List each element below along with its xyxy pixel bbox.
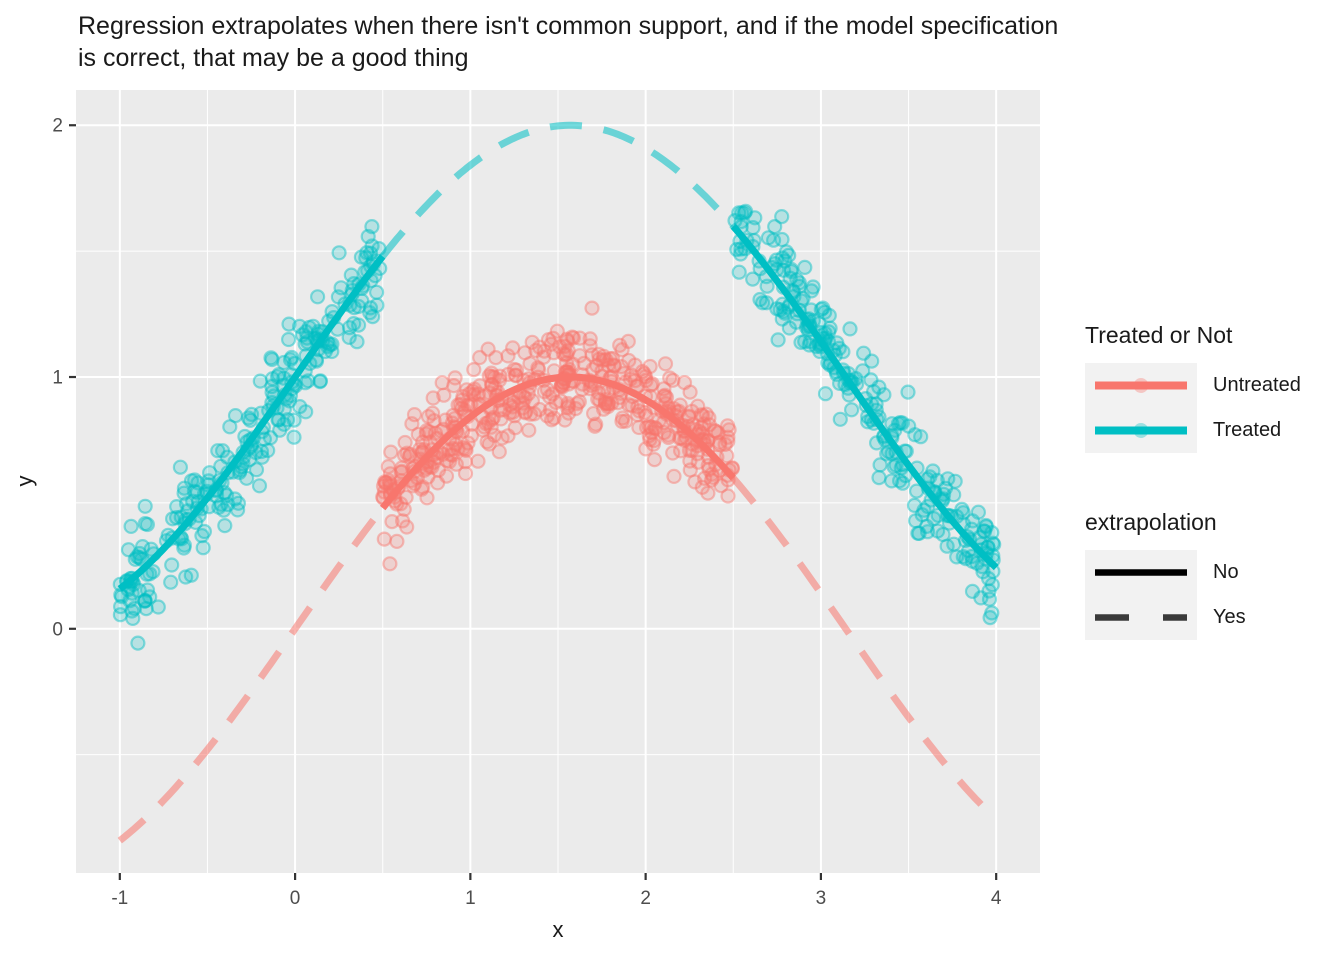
regression-curve-treated <box>730 224 999 571</box>
legend-title-treated-or-not: Treated or Not <box>1085 322 1233 348</box>
y-tick-label: 1 <box>52 368 63 389</box>
legend-row-no: No <box>1085 550 1301 595</box>
treated-key-glyph <box>1095 423 1187 438</box>
plot-title: Regression extrapolates when there isn't… <box>78 12 1059 72</box>
y-tick-label: 2 <box>52 116 63 137</box>
legend-treated-or-not: Treated or Not Untreated Treate <box>1085 322 1301 453</box>
x-tick-label: 1 <box>465 888 476 909</box>
legend-key-untreated <box>1085 363 1197 408</box>
legend-label-yes: Yes <box>1213 606 1246 628</box>
x-tick-label: 3 <box>816 888 827 909</box>
scatter-points-untreated <box>375 300 740 572</box>
y-tick-label: 0 <box>52 619 63 640</box>
legend-extrapolation: extrapolation No Yes <box>1085 509 1301 640</box>
legend-row-treated: Treated <box>1085 408 1301 453</box>
legend-panel: Treated or Not Untreated Treate <box>1085 322 1301 640</box>
x-tick-label: 4 <box>991 888 1002 909</box>
regression-curve-untreated-extrapolated <box>730 475 999 822</box>
legend-key-treated <box>1085 408 1197 453</box>
legend-key-no <box>1085 550 1197 595</box>
x-tick-label: 0 <box>290 888 301 909</box>
legend-row-untreated: Untreated <box>1085 363 1301 408</box>
legend-key-yes <box>1085 595 1197 640</box>
legend-title-extrapolation: extrapolation <box>1085 509 1217 535</box>
y-axis-title: y <box>12 476 37 487</box>
legend-row-yes: Yes <box>1085 595 1301 640</box>
regression-curve-untreated <box>379 373 736 511</box>
regression-curve-untreated-extrapolated <box>117 505 386 844</box>
dashed-line-icon <box>1095 614 1187 621</box>
solid-line-icon <box>1095 569 1187 576</box>
legend-label-untreated: Untreated <box>1213 374 1301 396</box>
legend-label-no: No <box>1213 561 1239 583</box>
data-layer <box>112 121 1002 844</box>
x-tick-label: -1 <box>111 888 128 909</box>
regression-curve-treated-extrapolated <box>379 121 736 259</box>
legend-label-treated: Treated <box>1213 419 1282 441</box>
axis-ticks: -1 0 1 2 3 4 0 1 2 <box>52 116 1001 909</box>
x-axis-title: x <box>553 917 564 942</box>
x-tick-label: 2 <box>640 888 651 909</box>
untreated-key-glyph <box>1095 378 1187 393</box>
regression-curve-treated <box>117 254 386 592</box>
